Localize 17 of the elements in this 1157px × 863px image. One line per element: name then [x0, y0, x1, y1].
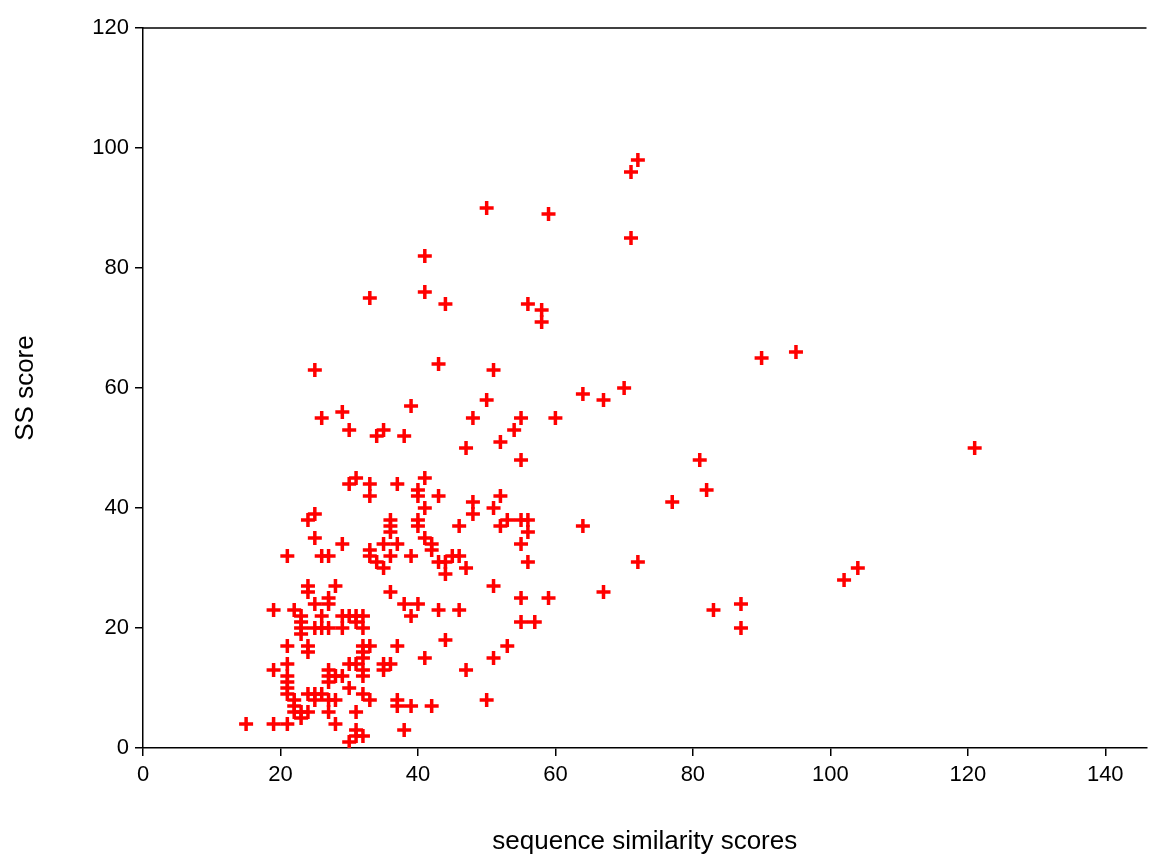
- x-tick-label: 100: [811, 761, 849, 787]
- y-axis-title: SS score: [8, 335, 39, 441]
- y-tick-label: 20: [104, 614, 129, 640]
- x-axis-title: sequence similarity scores: [492, 824, 798, 855]
- x-tick-label: 0: [136, 761, 150, 787]
- y-tick-label: 40: [104, 494, 129, 520]
- x-tick-label: 80: [680, 761, 706, 787]
- x-tick-label: 60: [543, 761, 568, 787]
- y-tick-label: 120: [92, 14, 129, 40]
- y-tick-label: 60: [104, 374, 129, 400]
- y-tick-label: 100: [92, 134, 129, 160]
- x-tick-label: 40: [405, 761, 431, 787]
- x-tick-label: 20: [268, 761, 293, 787]
- x-tick-label: 140: [1086, 761, 1124, 787]
- x-tick-label: 120: [949, 761, 987, 787]
- y-tick-label: 80: [104, 254, 129, 280]
- y-tick-label: 0: [116, 734, 129, 760]
